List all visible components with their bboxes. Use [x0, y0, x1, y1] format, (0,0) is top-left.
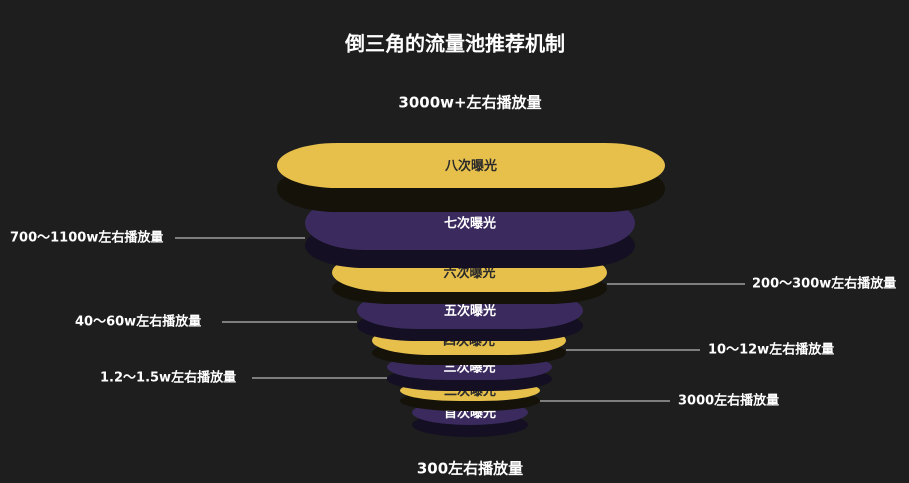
annotation: 10～12w左右播放量: [708, 342, 834, 358]
annotation: 3000左右播放量: [678, 393, 779, 409]
bottom-label: 300左右播放量: [417, 460, 523, 478]
annotation: 200～300w左右播放量: [752, 276, 896, 292]
layer-label: 五次曝光: [444, 303, 496, 319]
annotation: 1.2～1.5w左右播放量: [100, 370, 236, 386]
top-label: 3000w+左右播放量: [398, 94, 541, 112]
annotation: 700～1100w左右播放量: [10, 230, 163, 246]
layer-face: [277, 143, 665, 188]
layer-label: 六次曝光: [443, 265, 495, 281]
title: 倒三角的流量池推荐机制: [344, 32, 565, 56]
layer-label: 七次曝光: [444, 216, 496, 232]
layer-label: 八次曝光: [444, 158, 497, 174]
annotation: 40～60w左右播放量: [75, 314, 201, 330]
